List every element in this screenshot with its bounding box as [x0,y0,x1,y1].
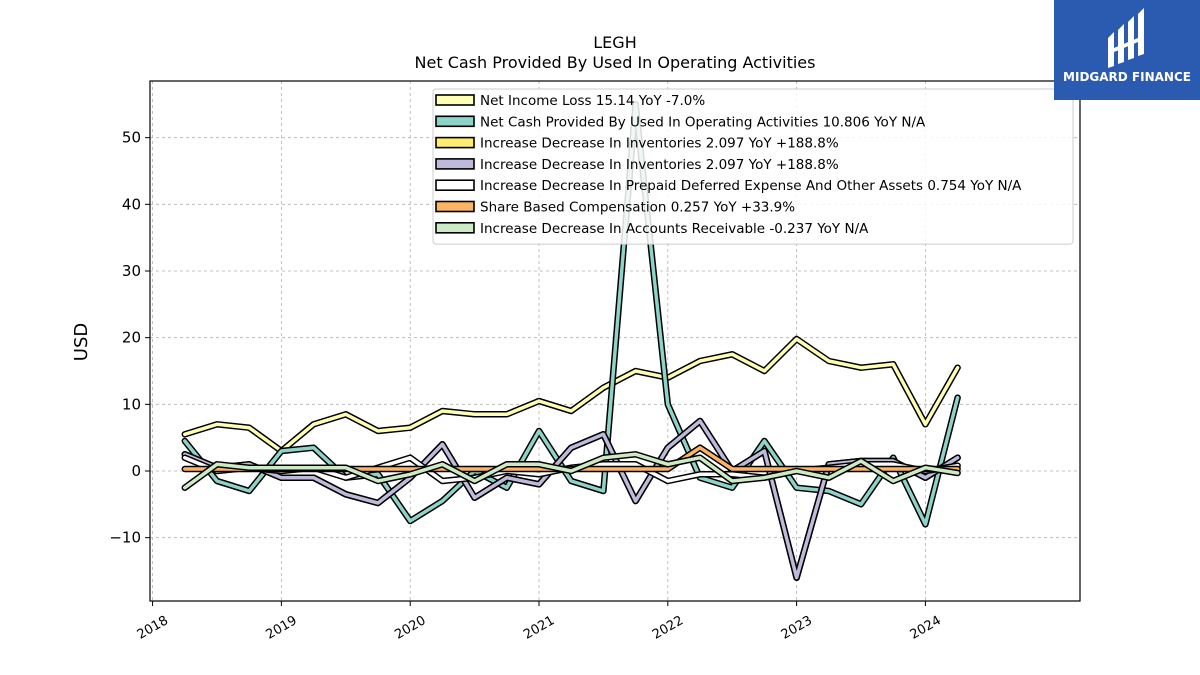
chart-title: LEGH [593,33,636,52]
x-tick-label: 2020 [392,613,428,643]
legend-swatch [435,136,475,149]
legend-label: Share Based Compensation 0.257 YoY +33.9… [480,200,795,216]
series-line-0 [181,335,961,455]
series-line-3 [181,417,961,581]
legend: Net Income Loss 15.14 YoY -7.0% Net Cash … [432,88,1074,245]
legend-label: Net Income Loss 15.14 YoY -7.0% [480,93,705,109]
legend-box [432,88,1074,245]
series-line [183,452,960,490]
legend-swatch [435,200,475,213]
series-line [183,102,960,527]
series-line-6 [181,451,961,491]
y-tick-label: 30 [122,262,141,280]
brand-name: MIDGARD FINANCE [1063,70,1191,84]
legend-swatch [435,158,475,170]
legend-label: Increase Decrease In Accounts Receivable… [480,221,869,237]
plot-frame [149,80,1081,602]
legend-swatch [435,115,475,128]
series-layer [181,101,961,581]
y-tick-label: 20 [122,329,141,347]
y-tick-label: 0 [131,462,141,480]
brand-mark-icon [1108,8,1144,68]
y-tick-label: 50 [122,129,141,147]
series-line [183,337,960,453]
legend-label: Increase Decrease In Inventories 2.097 Y… [480,136,839,152]
x-tick-label: 2018 [135,613,171,643]
x-tick-label: 2021 [521,613,557,643]
legend-label: Increase Decrease In Inventories 2.097 Y… [480,157,839,173]
x-tick-label: 2022 [650,613,686,643]
series-line [183,419,960,580]
y-tick-label: −10 [109,529,141,547]
y-tick-label: 10 [122,395,141,413]
legend-swatch [435,222,475,234]
x-tick-label: 2023 [779,613,815,643]
legend-swatch [435,94,475,106]
brand-logo: MIDGARD FINANCE [1054,0,1200,100]
x-tick-label: 2019 [264,613,300,643]
series-line-1 [181,101,961,528]
legend-swatch [435,179,475,191]
legend-label: Net Cash Provided By Used In Operating A… [480,114,926,130]
y-axis-label: USD [71,323,92,361]
x-tick-label: 2024 [908,613,944,643]
chart-subtitle: Net Cash Provided By Used In Operating A… [415,53,816,72]
y-tick-label: 40 [122,195,141,213]
legend-label: Increase Decrease In Prepaid Deferred Ex… [480,178,1022,194]
